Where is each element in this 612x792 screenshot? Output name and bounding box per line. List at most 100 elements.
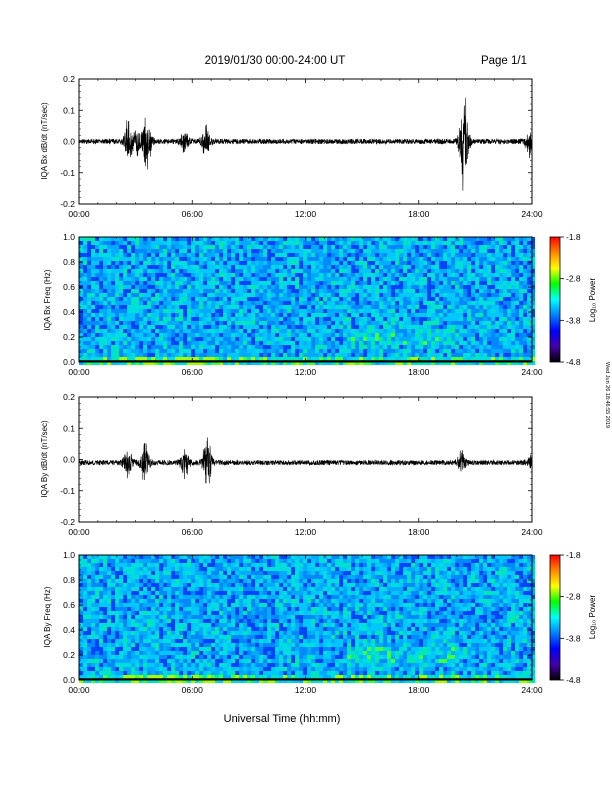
- spectrogram-cell: [531, 579, 535, 583]
- spectrogram-cell: [443, 301, 447, 305]
- spectrogram-cell: [467, 253, 471, 257]
- spectrogram-cell: [347, 357, 351, 361]
- spectrogram-cell: [119, 349, 123, 353]
- spectrogram-cell: [127, 313, 131, 317]
- spectrogram-cell: [87, 333, 91, 337]
- spectrogram-cell: [411, 301, 415, 305]
- spectrogram-cell: [103, 567, 107, 571]
- spectrogram-cell: [299, 273, 303, 277]
- spectrogram-cell: [179, 253, 183, 257]
- spectrogram-cell: [159, 349, 163, 353]
- spectrogram-cell: [171, 261, 175, 265]
- spectrogram-cell: [323, 575, 327, 579]
- spectrogram-cell: [399, 245, 403, 249]
- spectrogram-cell: [167, 345, 171, 349]
- spectrogram-cell: [207, 325, 211, 329]
- spectrogram-cell: [427, 257, 431, 261]
- spectrogram-cell: [123, 579, 127, 583]
- spectrogram-cell: [131, 575, 135, 579]
- spectrogram-cell: [111, 313, 115, 317]
- spectrogram-cell: [163, 583, 167, 587]
- spectrogram-cell: [295, 241, 299, 245]
- spectrogram-cell: [119, 261, 123, 265]
- spectrogram-cell: [203, 257, 207, 261]
- spectrogram-cell: [275, 261, 279, 265]
- spectrogram-cell: [399, 313, 403, 317]
- spectrogram-cell: [451, 277, 455, 281]
- spectrogram-cell: [159, 325, 163, 329]
- spectrogram-cell: [383, 559, 387, 563]
- spectrogram-cell: [167, 555, 171, 559]
- spectrogram-cell: [375, 285, 379, 289]
- spectrogram-cell: [479, 349, 483, 353]
- spectrogram-cell: [335, 265, 339, 269]
- spectrogram-cell: [231, 567, 235, 571]
- spectrogram-cell: [311, 583, 315, 587]
- spectrogram-cell: [263, 249, 267, 253]
- spectrogram-cell: [91, 253, 95, 257]
- spectrogram-cell: [199, 341, 203, 345]
- spectrogram-cell: [127, 265, 131, 269]
- spectrogram-cell: [343, 265, 347, 269]
- spectrogram-cell: [391, 281, 395, 285]
- spectrogram-cell: [475, 237, 479, 241]
- spectrogram-cell: [211, 309, 215, 313]
- spectrogram-cell: [511, 249, 515, 253]
- spectrogram-cell: [139, 349, 143, 353]
- spectrogram-cell: [491, 563, 495, 567]
- spectrogram-cell: [491, 293, 495, 297]
- spectrogram-cell: [79, 333, 83, 337]
- spectrogram-cell: [87, 575, 91, 579]
- spectrogram-cell: [319, 281, 323, 285]
- spectrogram-cell: [299, 333, 303, 337]
- spectrogram-cell: [271, 261, 275, 265]
- spectrogram-cell: [287, 289, 291, 293]
- spectrogram-cell: [491, 345, 495, 349]
- spectrogram-cell: [303, 567, 307, 571]
- spectrogram-cell: [443, 313, 447, 317]
- spectrogram-cell: [415, 325, 419, 329]
- spectrogram-cell: [291, 245, 295, 249]
- spectrogram-cell: [143, 579, 147, 583]
- spectrogram-cell: [363, 241, 367, 245]
- spectrogram-cell: [439, 261, 443, 265]
- spectrogram-cell: [135, 241, 139, 245]
- spectrogram-cell: [355, 281, 359, 285]
- spectrogram-cell: [411, 313, 415, 317]
- spectrogram-cell: [347, 253, 351, 257]
- spectrogram-cell: [283, 575, 287, 579]
- spectrogram-cell: [175, 273, 179, 277]
- spectrogram-cell: [435, 237, 439, 241]
- spectrogram-cell: [259, 333, 263, 337]
- spectrogram-cell: [291, 325, 295, 329]
- spectrogram-cell: [447, 309, 451, 313]
- spectrogram-cell: [211, 289, 215, 293]
- spectrogram-cell: [363, 277, 367, 281]
- spectrogram-cell: [219, 313, 223, 317]
- spectrogram-cell: [315, 357, 319, 361]
- spectrogram-cell: [99, 313, 103, 317]
- spectrogram-cell: [195, 265, 199, 269]
- spectrogram-cell: [123, 285, 127, 289]
- spectrogram-cell: [243, 571, 247, 575]
- spectrogram-cell: [303, 353, 307, 357]
- spectrogram-cell: [219, 237, 223, 241]
- spectrogram-cell: [363, 329, 367, 333]
- spectrogram-cell: [195, 357, 199, 361]
- spectrogram-cell: [91, 587, 95, 591]
- spectrogram-cell: [183, 341, 187, 345]
- spectrogram-cell: [91, 241, 95, 245]
- spectrogram-cell: [211, 567, 215, 571]
- spectrogram-cell: [475, 309, 479, 313]
- spectrogram-cell: [83, 245, 87, 249]
- spectrogram-cell: [159, 341, 163, 345]
- spectrogram-cell: [415, 289, 419, 293]
- spectrogram-cell: [231, 269, 235, 273]
- spectrogram-cell: [491, 337, 495, 341]
- spectrogram-cell: [99, 241, 103, 245]
- spectrogram-cell: [435, 253, 439, 257]
- spectrogram-cell: [91, 269, 95, 273]
- spectrogram-cell: [287, 249, 291, 253]
- spectrogram-cell: [395, 253, 399, 257]
- spectrogram-cell: [519, 345, 523, 349]
